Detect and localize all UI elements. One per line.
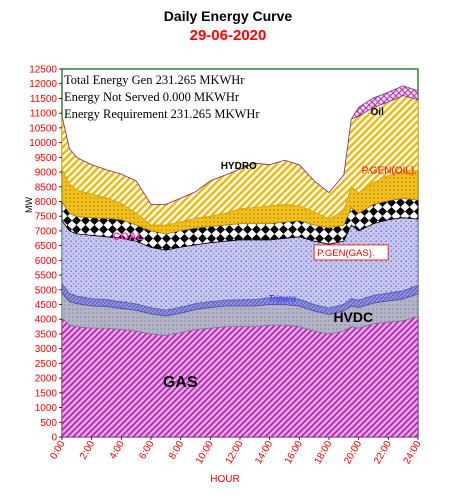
y-tick-label: 4000 xyxy=(35,315,58,326)
chart-title: Daily Energy Curve xyxy=(163,8,293,24)
series-area-oil xyxy=(61,85,419,205)
x-tick-label: 20:00 xyxy=(342,439,364,467)
y-tick-label: 2500 xyxy=(35,359,58,370)
y-tick-label: 6500 xyxy=(35,241,58,252)
annotation-layer: GAS HVDC Tripura COAL HYDRO P.GEN(OIL). Oil P.G… xyxy=(112,107,417,391)
annotation-tripura: Tripura xyxy=(268,294,296,304)
x-axis: 0:00 2:00 4:00 6:00 8:00 10:00 12:00 14:00 16:00… xyxy=(48,437,424,467)
annotation-hydro: HYDRO xyxy=(221,161,257,172)
x-tick-label: 24:00 xyxy=(402,439,424,467)
y-tick-label: 1500 xyxy=(35,388,58,399)
y-tick-label: 3000 xyxy=(35,344,58,355)
x-tick-label: 14:00 xyxy=(253,439,275,467)
y-tick-label: 10000 xyxy=(29,138,57,149)
y-axis-label: MW xyxy=(24,197,34,213)
annotation-pgen-gas: P.GEN(GAS). xyxy=(317,248,374,259)
x-tick-label: 6:00 xyxy=(137,439,156,462)
series-area-gas xyxy=(61,315,419,438)
info-total-gen: Total Energy Gen 231.265 MKWHr xyxy=(64,73,245,87)
y-axis: 0 500 1000 1500 2000 2500 3000 3500 4000 4500 5000… xyxy=(29,65,62,444)
y-tick-label: 9000 xyxy=(35,168,58,179)
y-tick-label: 10500 xyxy=(29,123,57,134)
y-tick-label: 0 xyxy=(51,433,57,444)
x-tick-label: 8:00 xyxy=(167,439,186,462)
x-tick-label: 10:00 xyxy=(194,439,216,467)
x-tick-label: 16:00 xyxy=(283,439,305,467)
y-tick-label: 5500 xyxy=(35,271,58,282)
y-tick-label: 5000 xyxy=(35,285,58,296)
y-tick-label: 500 xyxy=(40,418,57,429)
y-tick-label: 6000 xyxy=(35,256,58,267)
series-layer xyxy=(61,85,419,438)
y-tick-label: 2000 xyxy=(35,374,58,385)
y-tick-label: 11000 xyxy=(30,109,58,120)
x-tick-label: 2:00 xyxy=(78,439,97,462)
x-tick-label: 22:00 xyxy=(372,439,394,467)
x-tick-label: 4:00 xyxy=(108,439,127,462)
chart-subtitle: 29-06-2020 xyxy=(189,27,267,44)
info-not-served: Energy Not Served 0.000 MKWHr xyxy=(64,90,240,104)
annotation-pgen-gas-box xyxy=(313,244,389,261)
y-tick-label: 8000 xyxy=(35,197,58,208)
info-requirement: Energy Requirement 231.265 MKWHr xyxy=(64,107,260,121)
x-axis-label: HOUR xyxy=(210,474,239,485)
x-tick-label: 18:00 xyxy=(313,439,335,467)
y-tick-label: 11500 xyxy=(30,94,58,105)
annotation-pgen-oil: P.GEN(OIL). xyxy=(362,166,417,177)
y-tick-label: 9500 xyxy=(35,153,58,164)
y-tick-label: 7500 xyxy=(35,212,58,223)
y-tick-label: 12500 xyxy=(29,65,57,76)
y-tick-label: 1000 xyxy=(35,403,58,414)
annotation-coal: COAL xyxy=(112,231,143,243)
y-tick-label: 12000 xyxy=(29,79,57,90)
annotation-hvdc: HVDC xyxy=(333,309,373,325)
y-tick-label: 8500 xyxy=(35,182,58,193)
info-box: Total Energy Gen 231.265 MKWHr Energy No… xyxy=(64,73,260,121)
annotation-gas: GAS xyxy=(163,374,198,391)
y-tick-label: 4500 xyxy=(35,300,58,311)
annotation-oil: Oil xyxy=(371,107,385,118)
x-tick-label: 12:00 xyxy=(224,439,246,467)
y-tick-label: 7000 xyxy=(35,226,58,237)
y-tick-label: 3500 xyxy=(35,329,58,340)
